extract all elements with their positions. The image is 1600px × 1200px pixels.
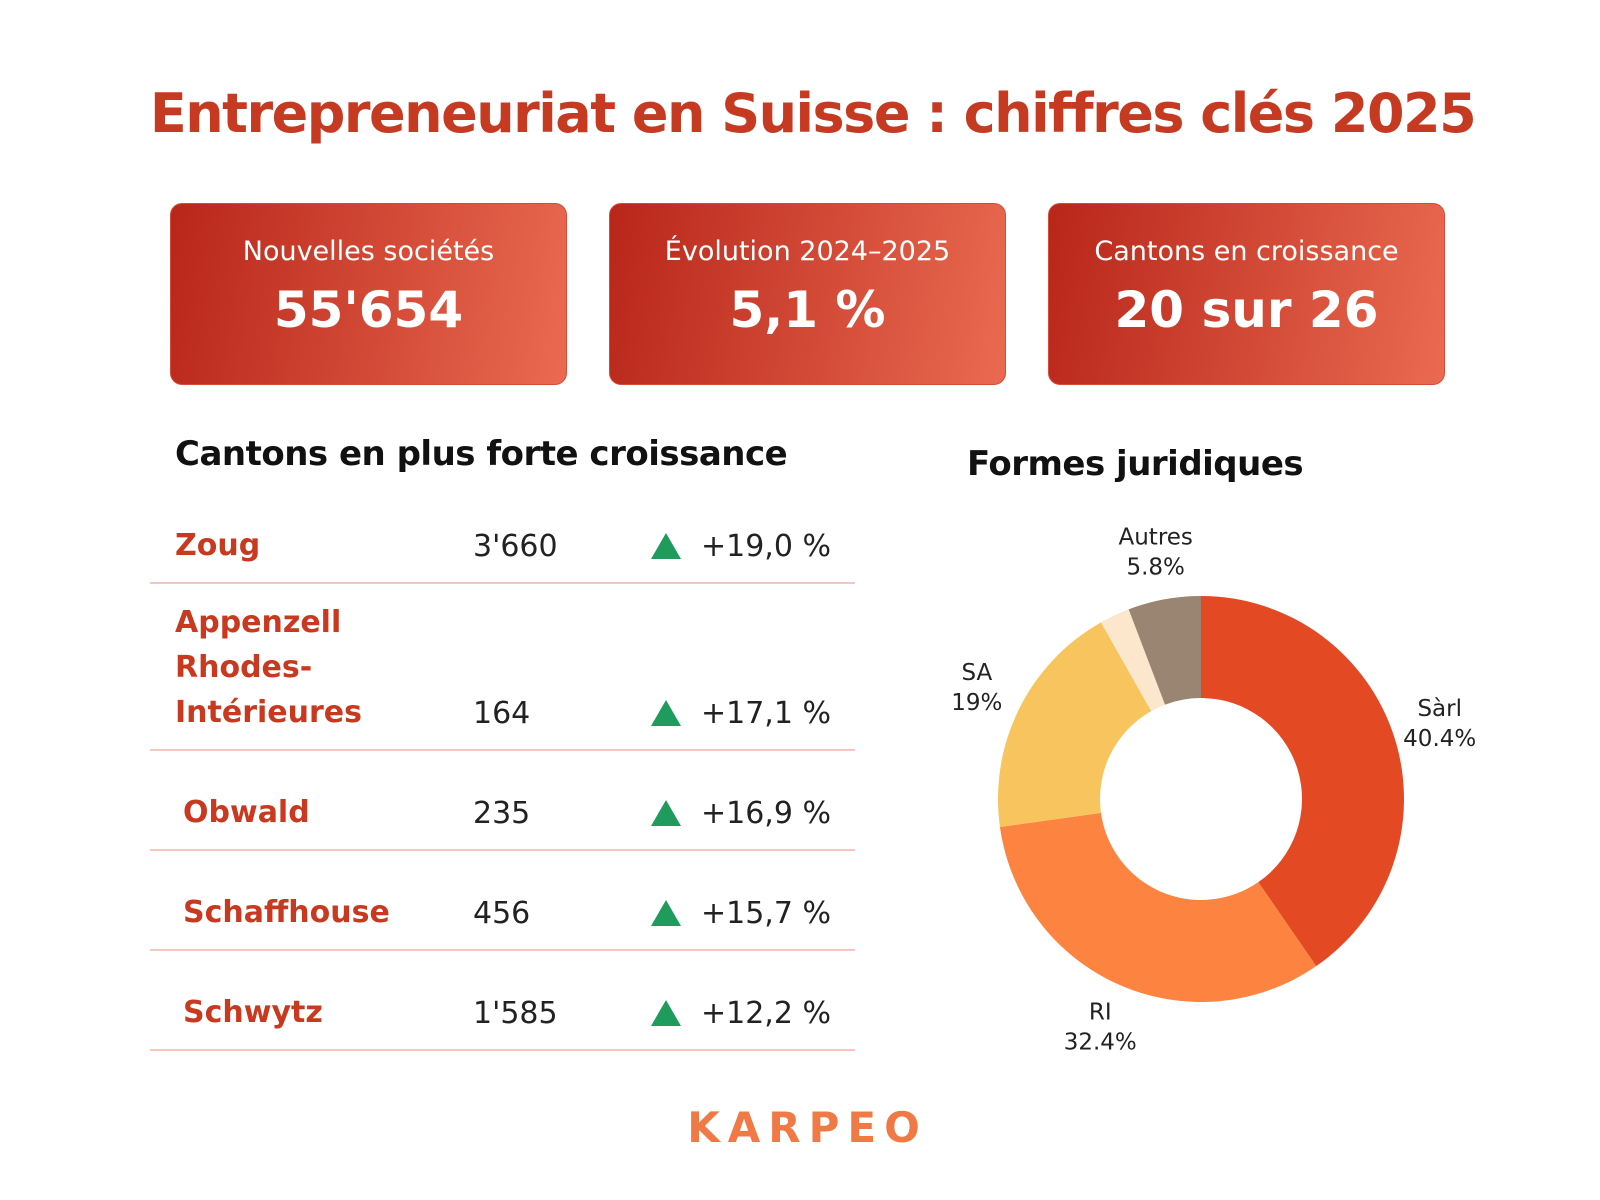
kpi-value: 20 sur 26 xyxy=(1114,281,1379,339)
growth-change: +12,2 % xyxy=(701,996,831,1031)
canton-name: Zoug xyxy=(175,528,261,563)
growth-arrow xyxy=(651,533,681,559)
canton-name: Obwald xyxy=(183,795,310,830)
page-title: Entrepreneuriat en Suisse : chiffres clé… xyxy=(149,82,1477,145)
kpi-label: Cantons en croissance xyxy=(1094,236,1399,267)
growth-arrow xyxy=(651,900,681,926)
kpi-value: 55'654 xyxy=(273,281,464,339)
growth-arrow xyxy=(651,800,681,826)
growth-arrow xyxy=(651,700,681,726)
kpi-card: Cantons en croissance 20 sur 26 xyxy=(1048,203,1445,385)
canton-count: 3'660 xyxy=(473,529,558,564)
slice-value-label: 5.8% xyxy=(1126,555,1184,581)
canton-count: 235 xyxy=(473,796,531,831)
growth-change: +19,0 % xyxy=(701,529,831,564)
slice-value-label: 40.4% xyxy=(1403,726,1476,752)
table-row-line xyxy=(150,949,855,951)
canton-name: Schwytz xyxy=(183,995,323,1030)
kpi-value: 5,1 % xyxy=(729,281,886,339)
table-row-line xyxy=(150,749,855,751)
canton-count: 456 xyxy=(473,896,531,931)
canton-count: 164 xyxy=(473,696,531,731)
kpi-card: Évolution 2024–2025 5,1 % xyxy=(609,203,1006,385)
slice-value-label: 19% xyxy=(951,690,1002,716)
chart-title: Formes juridiques xyxy=(967,444,1304,484)
table-row-line xyxy=(150,849,855,851)
table-row-line xyxy=(150,582,855,584)
donut-slice xyxy=(1201,596,1404,967)
growth-change: +15,7 % xyxy=(701,896,831,931)
table-row-line xyxy=(150,1049,855,1051)
logo: KARPEO xyxy=(687,1103,928,1152)
slice-value-label: 32.4% xyxy=(1064,1029,1137,1055)
slice-label: Autres xyxy=(1118,525,1192,551)
slice-label: SA xyxy=(961,660,992,686)
donut-chart: Sàrl 40.4% RI 32.4% SA 19% Autres 5.8% xyxy=(951,525,1476,1056)
kpi-label: Évolution 2024–2025 xyxy=(664,236,951,267)
slice-label: RI xyxy=(1089,999,1112,1025)
growth-change: +16,9 % xyxy=(701,796,831,831)
kpi-card: Nouvelles sociétés 55'654 xyxy=(170,203,567,385)
canton-count: 1'585 xyxy=(473,996,558,1031)
growth-arrow xyxy=(651,1000,681,1026)
slice-label: Sàrl xyxy=(1417,696,1462,722)
donut-slice xyxy=(1100,609,1166,712)
table-title: Cantons en plus forte croissance xyxy=(175,434,788,474)
donut-slice xyxy=(998,622,1152,827)
canton-name: Appenzell Rhodes-Intérieures xyxy=(175,605,362,730)
kpi-label: Nouvelles sociétés xyxy=(242,236,495,267)
donut-slice xyxy=(999,812,1317,1002)
canton-name: Schaffhouse xyxy=(183,895,390,930)
growth-change: +17,1 % xyxy=(701,696,831,731)
donut-slice xyxy=(1128,596,1201,705)
